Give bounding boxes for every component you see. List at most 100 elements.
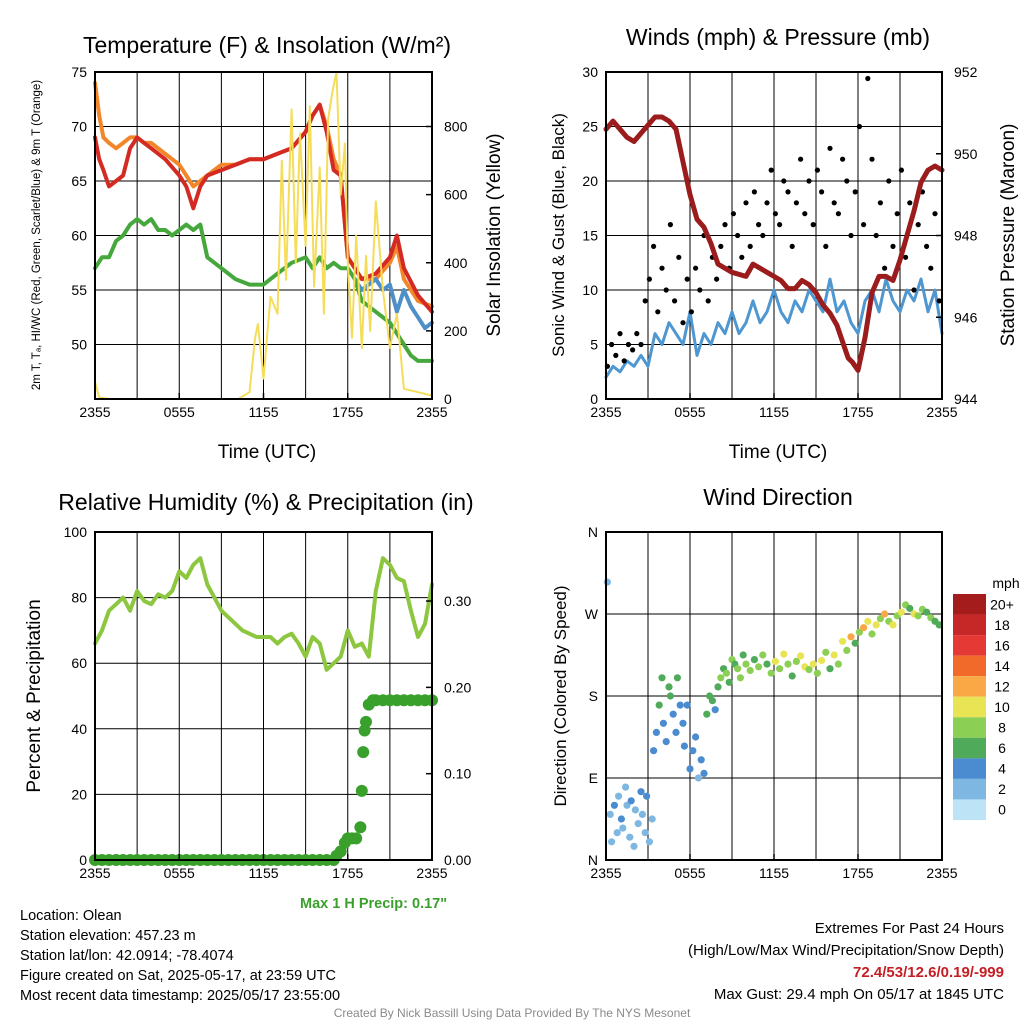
winds-title: Winds (mph) & Pressure (mb)	[626, 24, 930, 50]
temperature-y2tick-label: 400	[444, 255, 468, 271]
winds-gust-point	[802, 211, 808, 217]
winds-gust-point	[638, 341, 644, 348]
direction-point	[725, 678, 733, 686]
humidity-ytick-label: 80	[71, 590, 87, 606]
figure-created: Figure created on Sat, 2025-05-17, at 23…	[20, 968, 336, 984]
extremes-subtitle: (High/Low/Max Wind/Precipitation/Snow De…	[688, 942, 1004, 959]
direction-point	[662, 738, 670, 746]
winds-gust-point	[651, 243, 657, 249]
humidity-precip-point	[354, 821, 367, 834]
winds-gust-point	[617, 331, 623, 337]
temperature-xtick-label: 1755	[332, 404, 363, 420]
winds-gust-point	[848, 232, 854, 239]
direction-point	[736, 674, 745, 682]
direction-legend-label: 4	[998, 761, 1006, 777]
direction-point	[650, 747, 658, 755]
direction-point	[750, 656, 759, 664]
direction-point	[784, 660, 792, 668]
temperature-y2tick-label: 200	[444, 323, 468, 339]
temperature-xlabel: Time (UTC)	[218, 442, 317, 463]
winds-gust-point	[798, 156, 804, 162]
direction-point	[683, 701, 691, 709]
winds-xtick-label: 2355	[926, 404, 957, 420]
winds-gust-point	[613, 352, 619, 358]
direction-point	[603, 578, 612, 586]
direction-point	[617, 815, 626, 823]
humidity-y2tick-label: 0.20	[444, 679, 471, 695]
direction-point	[734, 665, 742, 673]
direction-point	[652, 728, 661, 737]
winds-gust-point	[743, 200, 749, 206]
direction-point	[717, 674, 725, 682]
winds-gust-point	[861, 222, 867, 228]
winds-y2tick-label: 944	[954, 391, 978, 407]
direction-point	[673, 674, 682, 682]
direction-point	[742, 660, 750, 668]
winds-gust-point	[886, 178, 892, 184]
direction-point	[923, 608, 931, 616]
winds-gust-point	[810, 222, 816, 228]
winds-gust-point	[751, 189, 758, 195]
direction-legend-label: 6	[998, 740, 1006, 756]
temperature-panel: 2355 0555 1155 1755 2355 50 55 60 65 70 75 0 200 400 6…	[71, 64, 467, 420]
direction-point	[692, 733, 700, 741]
winds-gust-point	[693, 265, 699, 271]
direction-point	[776, 665, 784, 673]
direction-point	[788, 672, 796, 680]
direction-point	[839, 637, 847, 645]
winds-gust-point	[898, 167, 905, 173]
direction-point	[767, 669, 775, 677]
extremes-box: Extremes For Past 24 Hours (High/Low/Max…	[688, 918, 1004, 1006]
direction-legend-swatch	[953, 635, 986, 656]
direction-point	[680, 742, 689, 750]
direction-ylabel-left: Direction (Colored By Speed)	[551, 585, 570, 806]
direction-point	[755, 663, 763, 671]
direction-legend-swatch	[953, 737, 986, 759]
humidity-y2tick-label: 0.00	[444, 852, 471, 868]
max-gust: Max Gust: 29.4 mph On 05/17 at 1845 UTC	[713, 986, 1004, 1003]
extremes-title: Extremes For Past 24 Hours	[814, 920, 1004, 937]
direction-point	[659, 719, 668, 727]
winds-gust-point	[936, 298, 942, 304]
winds-gust-point	[793, 200, 800, 206]
direction-legend-label: 10	[994, 699, 1010, 715]
winds-gust-point	[928, 265, 934, 271]
winds-gust-point	[655, 309, 661, 315]
direction-point	[665, 683, 673, 691]
direction-legend: mph 20+ 18 16 14 12 10 8 6 4 2 0	[953, 575, 1020, 820]
direction-point	[610, 801, 619, 809]
direction-point	[813, 669, 822, 677]
direction-point	[826, 665, 834, 673]
direction-legend-swatch	[953, 758, 986, 779]
direction-point	[897, 608, 906, 616]
humidity-ytick-label: 100	[64, 524, 88, 540]
humidity-panel: 2355 0555 1155 1755 23550204060801000.000.10…	[64, 524, 472, 881]
winds-ylabel-right: Station Pressure (Maroon)	[998, 124, 1019, 347]
winds-gust-point	[835, 211, 842, 217]
winds-gust-point	[894, 211, 900, 217]
direction-ytick-label: W	[585, 606, 599, 622]
winds-gust-point	[781, 178, 787, 184]
winds-gust-point	[667, 222, 674, 228]
winds-gust-point	[714, 276, 720, 282]
direction-legend-label: 14	[994, 658, 1010, 674]
direction-legend-swatch	[953, 614, 986, 636]
temperature-series-yellow	[94, 71, 433, 400]
direction-point	[847, 633, 855, 641]
direction-xtick-label: 0555	[674, 865, 705, 881]
direction-point	[648, 815, 656, 823]
temperature-y2tick-label: 600	[444, 187, 468, 203]
winds-xtick-label: 1755	[842, 404, 873, 420]
station-elevation: Station elevation: 457.23 m	[20, 928, 196, 944]
station-location: Location: Olean	[20, 908, 122, 924]
winds-gust-point	[642, 298, 648, 304]
direction-legend-swatch	[953, 778, 986, 800]
direction-point	[694, 774, 703, 782]
direction-point	[689, 747, 697, 755]
direction-point	[643, 792, 651, 800]
winds-y2tick-label: 946	[954, 309, 978, 325]
winds-gust-point	[747, 243, 753, 249]
winds-gust-point	[882, 265, 888, 271]
